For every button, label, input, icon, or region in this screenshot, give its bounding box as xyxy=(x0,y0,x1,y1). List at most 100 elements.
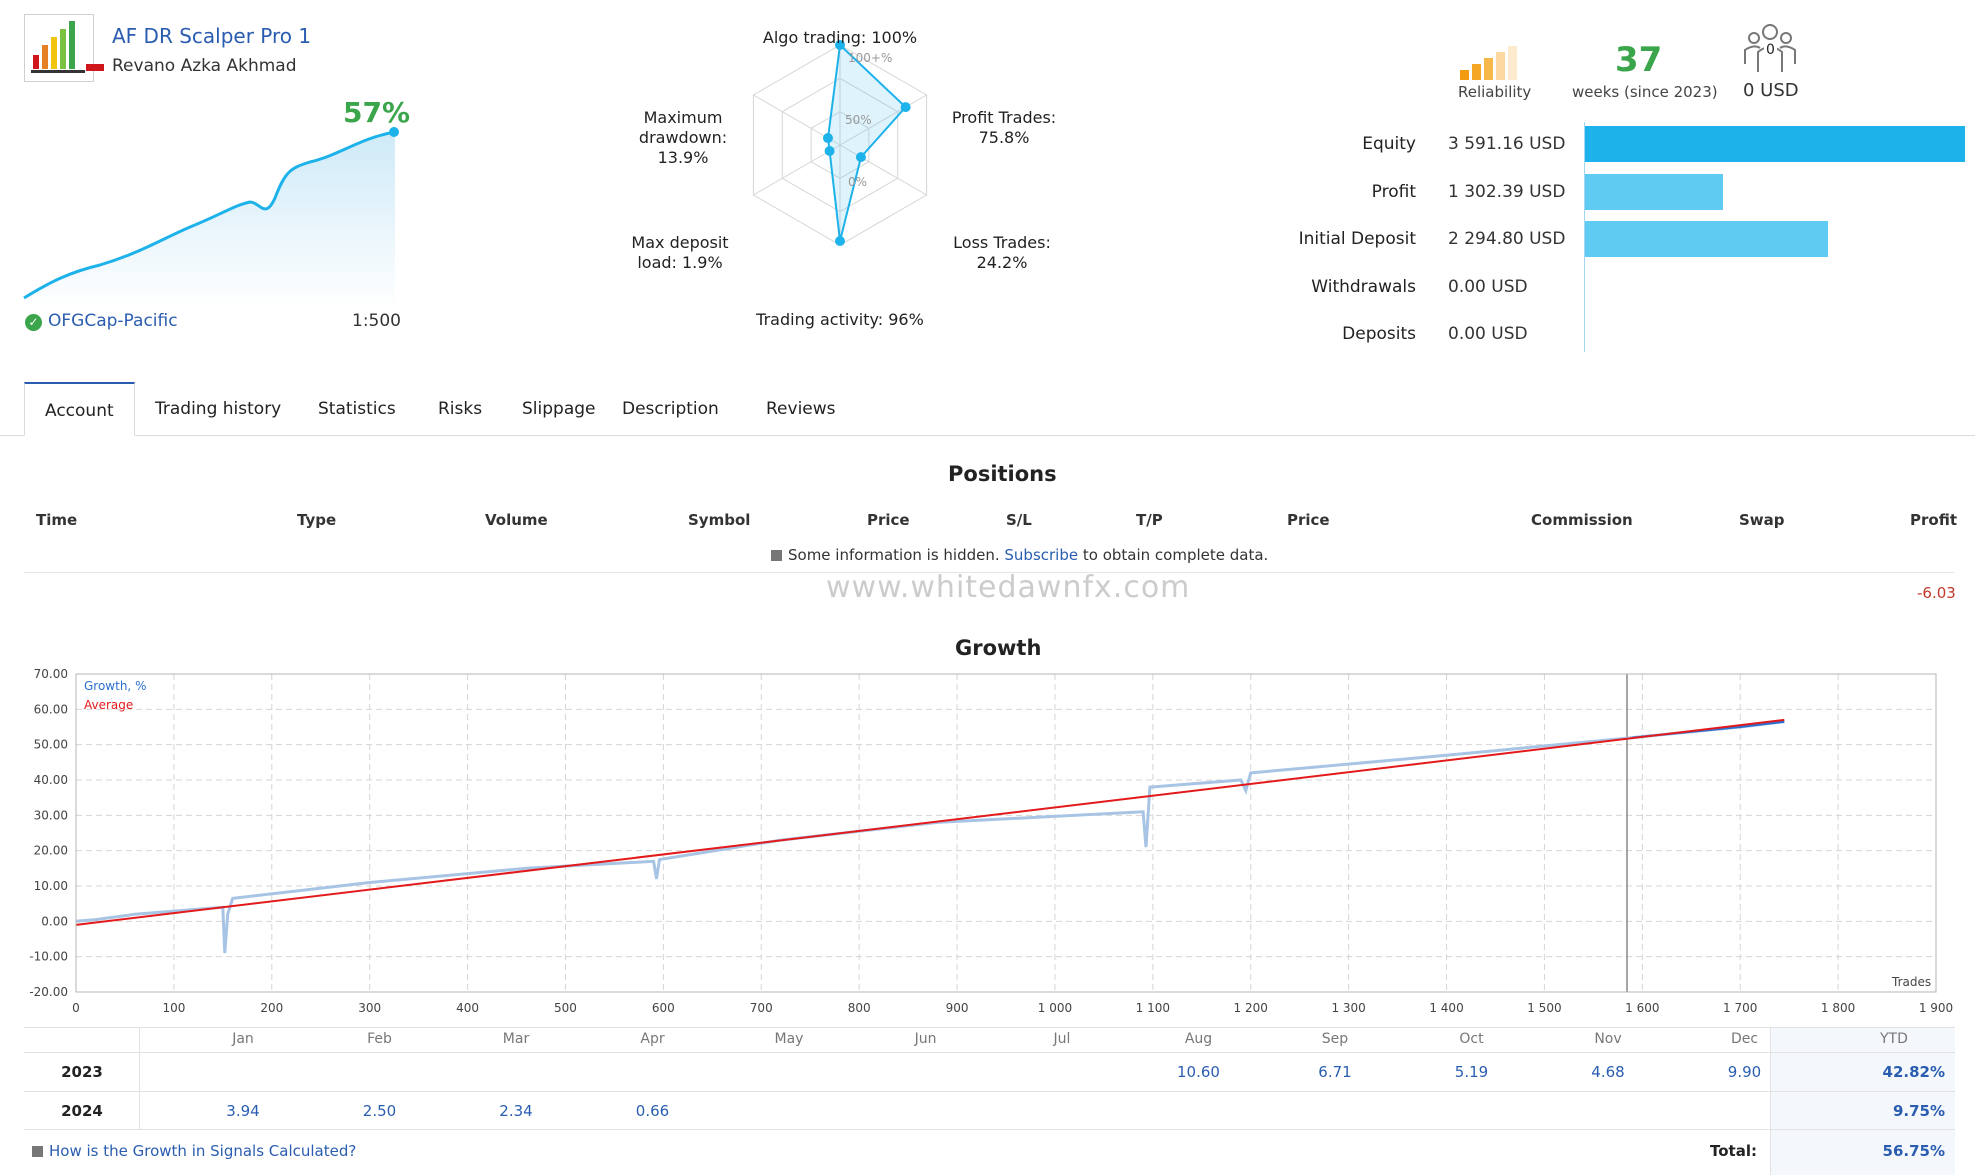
radar-deposit-load-label: Max deposit load: 1.9% xyxy=(622,233,738,273)
month-header-apr: Apr xyxy=(640,1031,665,1047)
month-header-jan: Jan xyxy=(232,1031,254,1047)
growth-plot-frame xyxy=(75,673,1937,993)
y-tick-label: 60.00 xyxy=(34,702,68,716)
x-axis-label: Trades xyxy=(1891,975,1931,989)
radar-point-profit xyxy=(900,102,911,113)
month-value[interactable]: 2.34 xyxy=(499,1101,533,1120)
drawdown-value: 13.9% xyxy=(657,148,709,167)
y-tick-label: -10.00 xyxy=(29,950,68,964)
drawdown-label-1: Maximum xyxy=(643,108,723,127)
position-profit: -6.03 xyxy=(1917,584,1956,602)
ytd-value-2023: 42.82% xyxy=(1882,1063,1945,1081)
month-header-jul: Jul xyxy=(1053,1031,1071,1047)
x-tick-label: 1 100 xyxy=(1136,1001,1170,1015)
profit-trades-value: 75.8% xyxy=(978,128,1030,147)
tab-description[interactable]: Description xyxy=(622,399,719,419)
country-flag-icon xyxy=(86,64,104,71)
radar-point-drawdown xyxy=(822,133,833,144)
table-year-divider xyxy=(139,1027,140,1130)
x-tick-label: 500 xyxy=(554,1001,577,1015)
radar-spoke-2 xyxy=(839,94,927,146)
x-tick-label: 700 xyxy=(750,1001,773,1015)
y-tick-label: 0.00 xyxy=(41,914,68,928)
total-value: 56.75% xyxy=(1882,1142,1945,1160)
month-value[interactable]: 9.90 xyxy=(1727,1063,1762,1081)
month-value[interactable]: 2.50 xyxy=(362,1101,397,1120)
hidden-text: Some information is hidden. xyxy=(788,546,1000,564)
y-tick-label: 70.00 xyxy=(34,667,68,681)
deposit-load-label: Max deposit xyxy=(631,233,729,252)
weeks-count: 37 xyxy=(1615,40,1663,80)
growth-faq-link[interactable]: How is the Growth in Signals Calculated? xyxy=(49,1142,357,1160)
signal-title[interactable]: AF DR Scalper Pro 1 xyxy=(112,24,312,48)
column-header-sl-5: S/L xyxy=(1006,511,1032,529)
month-header-oct: Oct xyxy=(1459,1031,1484,1047)
x-tick-label: 1 900 xyxy=(1919,1001,1953,1015)
x-tick-label: 1 500 xyxy=(1527,1001,1561,1015)
drawdown-label-2: drawdown: xyxy=(638,128,728,147)
tab-slippage[interactable]: Slippage xyxy=(522,399,596,419)
author-name[interactable]: Revano Azka Akhmad xyxy=(112,56,297,76)
month-value[interactable]: 10.60 xyxy=(1177,1063,1220,1081)
subscribe-link[interactable]: Subscribe xyxy=(1004,546,1079,564)
column-header-volume-2: Volume xyxy=(485,511,548,529)
tab-risks[interactable]: Risks xyxy=(438,399,483,419)
column-header-type-1: Type xyxy=(297,511,337,529)
x-tick-label: 1 800 xyxy=(1821,1001,1855,1015)
initial-deposit-label: Initial Deposit xyxy=(1298,229,1416,249)
x-tick-label: 1 700 xyxy=(1723,1001,1757,1015)
radar-activity-label: Trading activity: 96% xyxy=(756,310,924,329)
deposits-label: Deposits xyxy=(1342,324,1416,344)
withdrawals-label: Withdrawals xyxy=(1311,276,1416,297)
initial-deposit-value: 2 294.80 USD xyxy=(1448,229,1566,249)
column-header-time-0: Time xyxy=(36,511,78,529)
bar-chart-logo-icon xyxy=(31,21,85,73)
growth-x-ticks: 0 100 200 300 400 500 600 700 800 900 1 000 1 100 1 … xyxy=(72,1001,1953,1015)
broker-name[interactable]: OFGCap-Pacific xyxy=(48,311,178,331)
profit-value: 1 302.39 USD xyxy=(1448,181,1566,202)
table-top-line xyxy=(24,1027,1955,1028)
month-header-feb: Feb xyxy=(367,1031,392,1047)
month-value[interactable]: 3.94 xyxy=(226,1101,260,1120)
growth-chart: 70.00 60.00 50.00 40.00 30.00 20.00 10.00 0.00 -… xyxy=(29,667,1953,1015)
mini-growth-line xyxy=(23,130,396,300)
deposit-load-value: load: 1.9% xyxy=(637,253,723,272)
radar-loss-label: Loss Trades: 24.2% xyxy=(942,233,1062,273)
radar-tick-0: 0% xyxy=(848,175,867,189)
tab-trading-history[interactable]: Trading history xyxy=(155,399,282,419)
radar-tick-100: 100+% xyxy=(848,51,892,65)
subscribers-usd: 0 USD xyxy=(1743,80,1799,101)
x-tick-label: 1 300 xyxy=(1331,1001,1365,1015)
watermark-text: www.whitedawnfx.com xyxy=(826,570,1191,605)
x-tick-label: 400 xyxy=(456,1001,479,1015)
hidden-text-2: to obtain complete data. xyxy=(1082,546,1269,564)
mini-growth-area xyxy=(24,132,395,310)
legend-average: Average xyxy=(84,698,133,712)
radar-chart: 100+% 50% 0% xyxy=(752,40,928,246)
month-header-may: May xyxy=(774,1031,804,1047)
month-value[interactable]: 5.19 xyxy=(1454,1063,1489,1081)
x-tick-label: 0 xyxy=(72,1001,80,1015)
tab-account[interactable]: Account xyxy=(24,382,135,436)
y-tick-label: 50.00 xyxy=(34,738,68,752)
subscribers-count: 0 xyxy=(1766,42,1775,58)
equity-label: Equity xyxy=(1362,134,1416,154)
radar-algo-label: Algo trading: 100% xyxy=(762,28,918,47)
ytd-value-2024: 9.75% xyxy=(1892,1101,1945,1120)
tab-statistics[interactable]: Statistics xyxy=(318,399,396,419)
x-tick-label: 100 xyxy=(162,1001,185,1015)
radar-tick-50: 50% xyxy=(845,113,872,127)
tab-reviews[interactable]: Reviews xyxy=(766,399,836,419)
month-value[interactable]: 0.66 xyxy=(635,1101,670,1120)
month-header-jun: Jun xyxy=(914,1031,937,1047)
x-tick-label: 1 600 xyxy=(1625,1001,1659,1015)
x-tick-label: 300 xyxy=(358,1001,381,1015)
month-value[interactable]: 4.68 xyxy=(1591,1063,1625,1081)
month-header-mar: Mar xyxy=(502,1031,530,1047)
month-header-aug: Aug xyxy=(1184,1031,1213,1047)
column-header-swap-9: Swap xyxy=(1739,511,1785,529)
mini-growth-chart xyxy=(23,127,399,310)
month-value[interactable]: 6.71 xyxy=(1318,1063,1352,1081)
table-row-line-2 xyxy=(24,1129,1955,1130)
average-series-line xyxy=(75,718,1785,926)
